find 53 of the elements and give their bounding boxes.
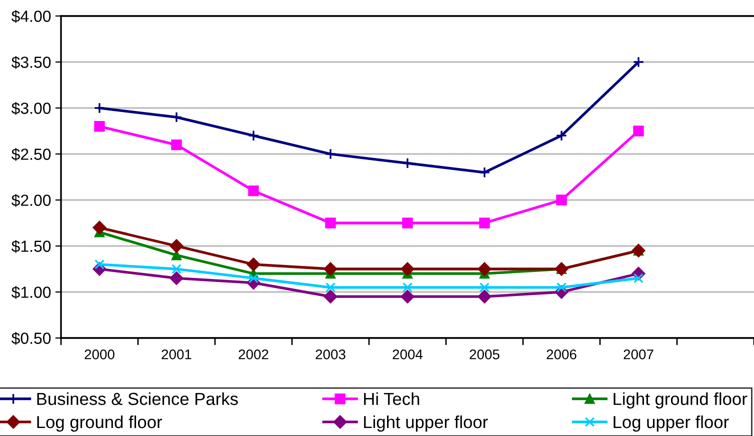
point: [170, 112, 182, 123]
y-tick-label: $0.50: [11, 332, 51, 345]
x-tick-label: 2001: [162, 349, 192, 360]
point: [171, 139, 182, 150]
point: [478, 166, 490, 178]
point: [632, 56, 644, 68]
x-tick-label: 2000: [84, 349, 114, 360]
y-tick-label: $2.00: [11, 194, 51, 207]
y-tick-label: $2.50: [11, 148, 51, 161]
point: [246, 258, 260, 272]
x-tick-label: 2007: [624, 349, 654, 360]
point: [325, 218, 336, 228]
legend-label: Log upper floor: [614, 415, 729, 432]
legend-label: Hi Tech: [364, 392, 420, 406]
point: [248, 185, 259, 196]
point: [556, 194, 567, 206]
x-tick-label: 2005: [470, 349, 500, 360]
point: [172, 264, 182, 274]
point: [556, 130, 568, 142]
y-tick-label: $4.00: [11, 10, 51, 23]
point: [479, 218, 490, 228]
x-tick-label: 2006: [546, 349, 576, 360]
legend-label: Business & Science Parks: [37, 392, 238, 406]
point: [478, 290, 492, 304]
point: [324, 290, 338, 304]
point: [478, 262, 492, 276]
point: [400, 290, 414, 304]
point: [402, 158, 414, 169]
legend-label: Light upper floor: [364, 415, 488, 432]
point: [480, 282, 490, 292]
point: [400, 262, 414, 276]
x-tick-label: 2004: [392, 349, 423, 360]
point: [324, 262, 338, 276]
x-tick-label: 2003: [316, 349, 346, 360]
point: [92, 220, 106, 234]
point: [248, 130, 260, 142]
point: [94, 121, 105, 132]
point: [172, 250, 182, 260]
point: [633, 126, 644, 136]
y-tick-label: $3.00: [11, 102, 51, 115]
y-tick-label: $3.50: [11, 56, 51, 69]
legend-label: Log ground floor: [37, 415, 162, 432]
x-tick-label: 2002: [238, 349, 268, 360]
point: [170, 271, 184, 285]
point: [402, 218, 413, 228]
y-tick-label: $1.50: [11, 240, 51, 253]
point: [324, 148, 336, 160]
point: [326, 282, 336, 292]
y-tick-label: $1.00: [11, 286, 51, 299]
point: [402, 282, 412, 292]
legend-label: Light ground floor: [614, 392, 748, 409]
point: [170, 239, 184, 253]
point: [94, 102, 106, 114]
